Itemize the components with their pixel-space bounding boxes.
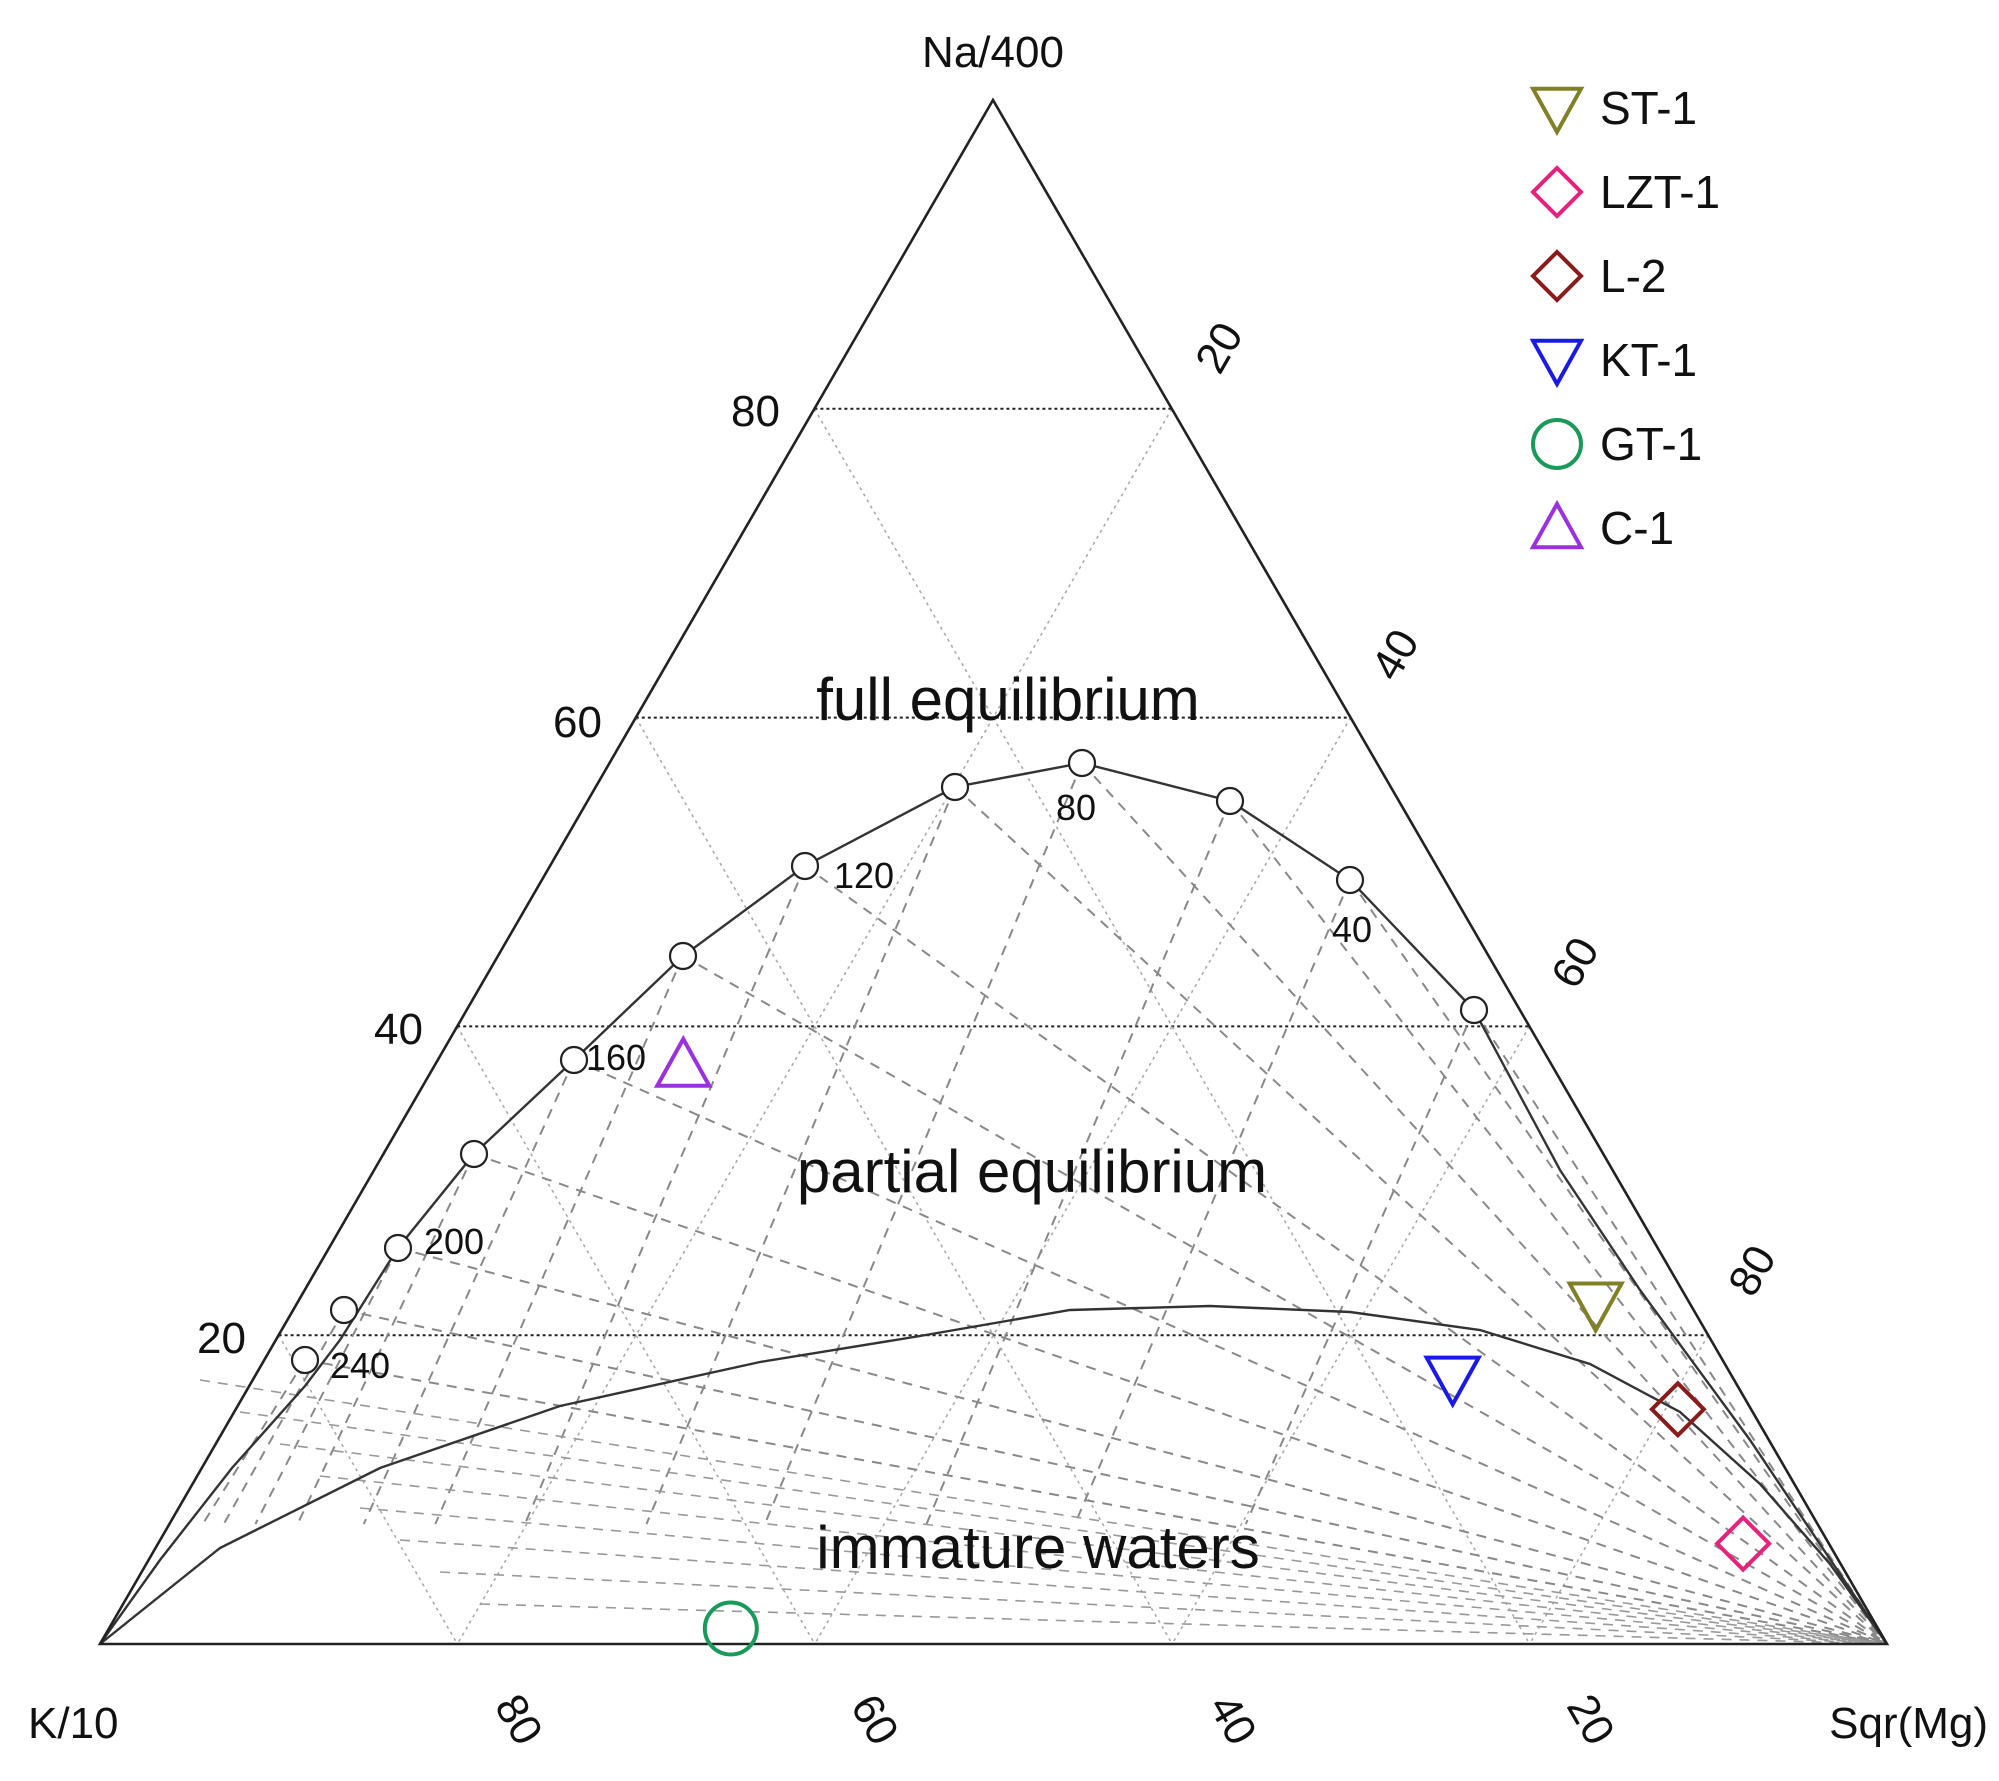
vertex-label-left: K/10 bbox=[28, 1699, 119, 1748]
temperature-label-120: 120 bbox=[834, 855, 894, 896]
temperature-label-240: 240 bbox=[330, 1345, 390, 1386]
tie-line-mg-1 bbox=[1349, 879, 1888, 1645]
legend-label-st-1: ST-1 bbox=[1600, 82, 1697, 134]
tie-line-base-9 bbox=[254, 1247, 399, 1525]
legend-marker-c-1 bbox=[1529, 499, 1585, 550]
legend-label-lzt-1: LZT-1 bbox=[1600, 166, 1720, 218]
tie-line-base-3 bbox=[763, 762, 1083, 1525]
grid-mg-40 bbox=[814, 717, 1352, 1645]
vertex-label-right: Sqr(Mg) bbox=[1829, 1699, 1988, 1748]
tie-line-mg-9 bbox=[397, 1247, 1888, 1645]
tie-line-mg-7 bbox=[573, 1059, 1888, 1645]
tie-line-base-7 bbox=[362, 1059, 575, 1525]
tie-line-mg-11 bbox=[304, 1359, 1888, 1645]
legend-marker-st-1 bbox=[1529, 86, 1585, 137]
sample-markers-layer bbox=[653, 1034, 1772, 1657]
k-tick-20: 20 bbox=[1557, 1686, 1624, 1753]
tie-line-mg-8 bbox=[473, 1153, 1888, 1645]
tie-line-mg-3 bbox=[1081, 762, 1888, 1645]
tie-line-base-4 bbox=[645, 786, 956, 1525]
mg-tick-20: 20 bbox=[1186, 314, 1253, 381]
tie-line-extra-6 bbox=[439, 1571, 1888, 1645]
legend-label-c-1: C-1 bbox=[1600, 502, 1674, 554]
tie-line-extra-0 bbox=[199, 1379, 1888, 1645]
sample-marker-c-1 bbox=[653, 1034, 713, 1088]
region-immature-waters: immature waters bbox=[816, 1514, 1259, 1581]
equilibrium-point bbox=[559, 1045, 589, 1075]
legend-label-kt-1: KT-1 bbox=[1600, 334, 1697, 386]
tie-line-mg-6 bbox=[682, 955, 1888, 1645]
equilibrium-point bbox=[290, 1345, 320, 1375]
equilibrium-point bbox=[1215, 786, 1245, 816]
equilibrium-point bbox=[459, 1139, 489, 1169]
k-tick-60: 60 bbox=[841, 1686, 908, 1753]
legend: ST-1 LZT-1 L-2 KT-1 GT-1 C-1 bbox=[1529, 82, 1720, 554]
equilibrium-point bbox=[940, 772, 970, 802]
sample-marker-kt-1 bbox=[1423, 1355, 1483, 1409]
tie-line-base-2 bbox=[925, 800, 1231, 1525]
na-tick-20: 20 bbox=[197, 1314, 246, 1363]
immature-boundary-curve bbox=[99, 1304, 1888, 1645]
tie-line-mg-5 bbox=[804, 865, 1888, 1645]
na-tick-40: 40 bbox=[374, 1005, 423, 1054]
sample-marker-lzt-1 bbox=[1714, 1514, 1772, 1573]
mg-tick-60: 60 bbox=[1542, 929, 1609, 996]
tie-line-base-8 bbox=[296, 1153, 475, 1525]
equilibrium-point bbox=[1067, 748, 1097, 778]
legend-marker-kt-1 bbox=[1529, 338, 1585, 389]
tie-line-extra-4 bbox=[359, 1507, 1888, 1645]
legend-label-gt-1: GT-1 bbox=[1600, 418, 1702, 470]
temperature-label-160: 160 bbox=[586, 1037, 646, 1078]
equilibrium-point bbox=[383, 1233, 413, 1263]
equilibrium-point bbox=[1335, 865, 1365, 895]
tie-line-mg-10 bbox=[343, 1309, 1888, 1645]
triangle-outline bbox=[97, 97, 1890, 1646]
equilibrium-point bbox=[668, 941, 698, 971]
sample-marker-st-1 bbox=[1566, 1281, 1626, 1335]
tie-line-base-0 bbox=[1244, 1009, 1475, 1525]
k-tick-40: 40 bbox=[1199, 1686, 1266, 1753]
vertex-label-top: Na/400 bbox=[922, 28, 1064, 77]
tie-line-extra-5 bbox=[399, 1539, 1888, 1645]
grid-mg-80 bbox=[1528, 1334, 1709, 1645]
temperature-label-200: 200 bbox=[424, 1221, 484, 1262]
mg-tick-40: 40 bbox=[1362, 621, 1429, 688]
legend-marker-lzt-1 bbox=[1530, 165, 1584, 219]
tie-line-base-6 bbox=[434, 955, 684, 1525]
k-tick-80: 80 bbox=[485, 1686, 552, 1753]
sample-marker-gt-1 bbox=[702, 1600, 759, 1657]
tie-line-mg-0 bbox=[1473, 1009, 1888, 1645]
region-partial-equilibrium: partial equilibrium bbox=[797, 1138, 1267, 1205]
na-tick-80: 80 bbox=[731, 387, 780, 436]
tie-line-base-5 bbox=[523, 865, 806, 1525]
grid-layer bbox=[277, 407, 1709, 1645]
equilibrium-points-layer bbox=[290, 748, 1489, 1375]
sample-marker-l-2 bbox=[1649, 1380, 1707, 1439]
legend-label-l-2: L-2 bbox=[1600, 250, 1666, 302]
region-full-equilibrium: full equilibrium bbox=[816, 666, 1200, 733]
triangle-frame bbox=[97, 97, 1890, 1646]
mg-tick-80: 80 bbox=[1719, 1237, 1786, 1304]
legend-marker-gt-1 bbox=[1531, 418, 1583, 470]
tie-line-extra-1 bbox=[239, 1411, 1888, 1645]
tie-line-mg-4 bbox=[954, 786, 1888, 1645]
tie-line-extra-7 bbox=[479, 1603, 1888, 1645]
equilibrium-point bbox=[329, 1295, 359, 1325]
equilibrium-point bbox=[790, 851, 820, 881]
na-tick-60: 60 bbox=[553, 698, 602, 747]
tie-line-base-10 bbox=[222, 1309, 345, 1525]
temperature-label-40: 40 bbox=[1332, 909, 1372, 950]
tie-line-base-1 bbox=[1074, 879, 1351, 1525]
equilibrium-point bbox=[1459, 995, 1489, 1025]
legend-marker-l-2 bbox=[1530, 249, 1584, 303]
temperature-label-80: 80 bbox=[1056, 787, 1096, 828]
